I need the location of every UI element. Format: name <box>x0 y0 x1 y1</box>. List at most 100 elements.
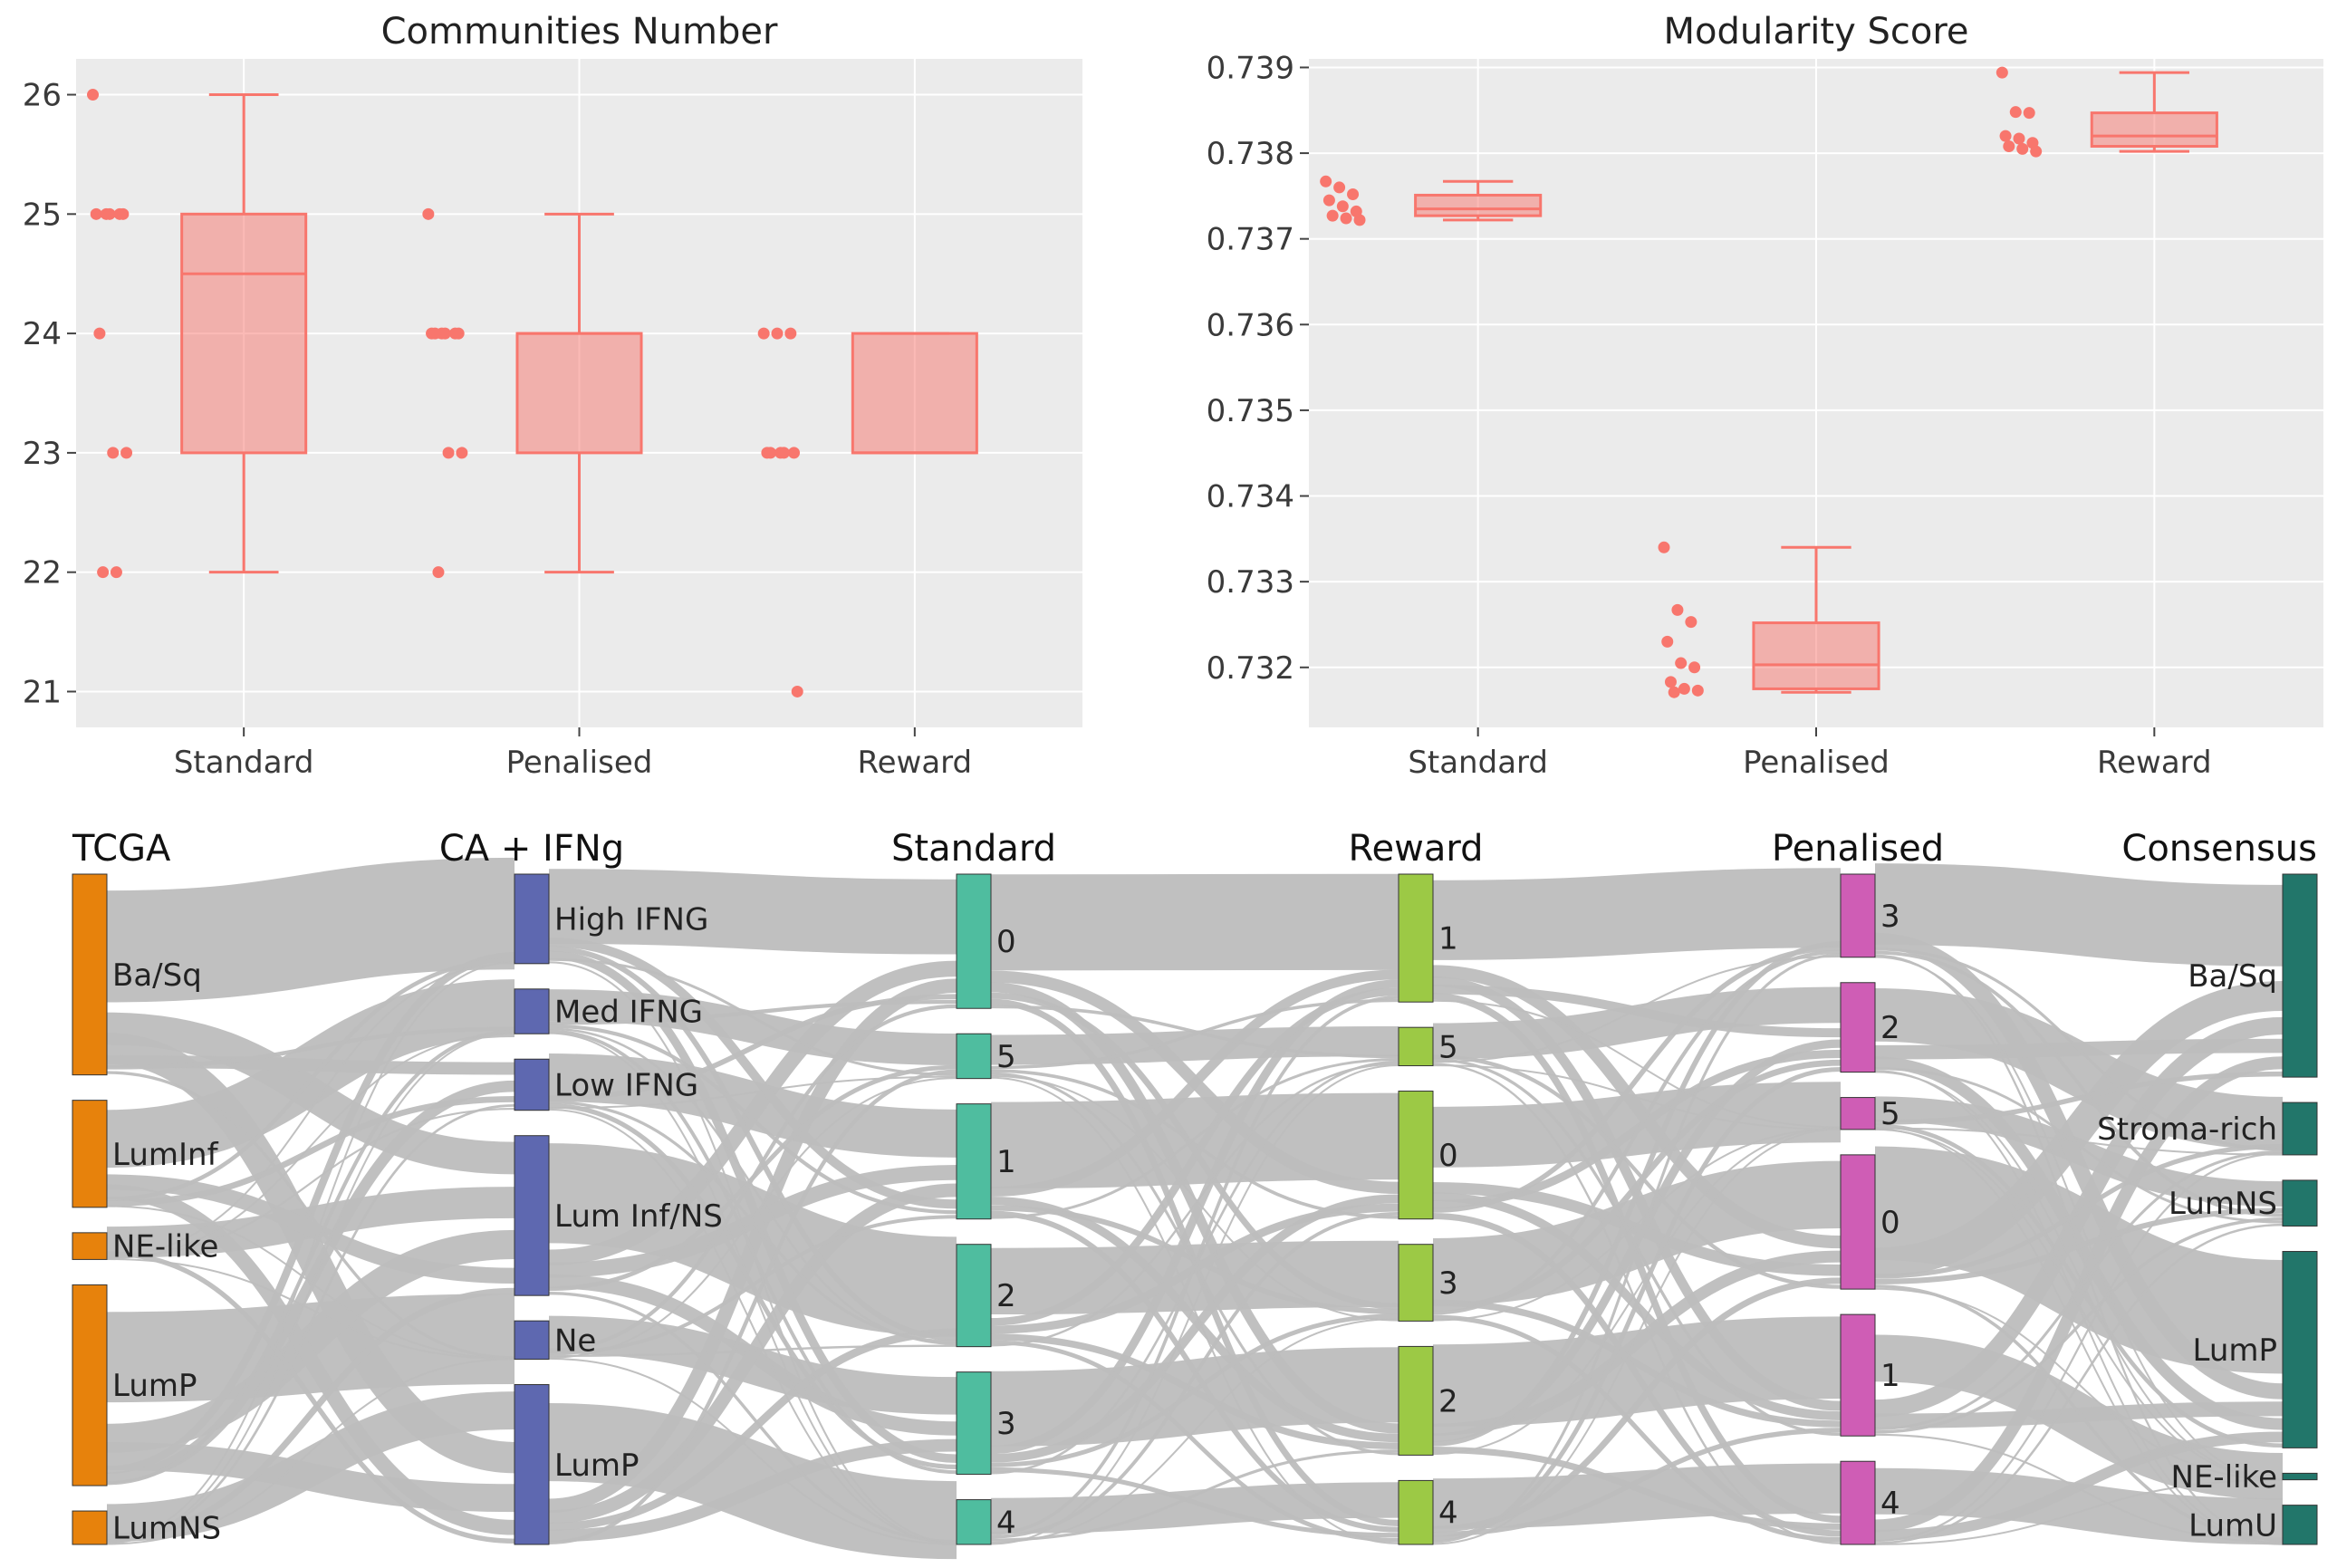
sankey-node <box>514 1058 550 1111</box>
sankey-link <box>990 1069 1399 1219</box>
sankey-link <box>106 1029 515 1486</box>
sankey-node-label: 5 <box>1880 1096 1900 1132</box>
sankey-link <box>1874 1152 2284 1543</box>
sankey-link <box>1432 955 1842 1063</box>
sankey-node <box>2282 873 2318 1078</box>
data-point <box>1347 188 1360 200</box>
data-point <box>1322 194 1335 207</box>
sankey-node <box>1840 1313 1876 1437</box>
sankey-node-label: 3 <box>996 1406 1016 1442</box>
sankey-node-label: Ne <box>554 1323 596 1359</box>
sankey-link <box>990 1240 1399 1315</box>
sankey-link <box>1432 986 1842 1060</box>
y-tick-label: 0.734 <box>1207 479 1294 515</box>
y-tick-label: 0.732 <box>1207 650 1294 687</box>
data-point <box>1664 676 1677 688</box>
sankey-node <box>2282 1505 2318 1545</box>
sankey-node <box>514 1320 550 1361</box>
sankey-node-label: LumInf <box>112 1137 219 1173</box>
sankey-link <box>106 1012 515 1175</box>
sankey-node-label: 1 <box>1438 921 1458 957</box>
data-point <box>2030 145 2043 158</box>
data-point <box>110 566 122 579</box>
sankey-node-label: LumU <box>2188 1507 2277 1544</box>
data-point <box>1999 130 2012 142</box>
sankey-link <box>1432 965 1842 1249</box>
sankey-link <box>548 1215 957 1355</box>
data-point <box>1661 635 1674 648</box>
data-point <box>1326 209 1339 222</box>
sankey-link <box>1874 1128 2284 1545</box>
data-point <box>438 327 451 340</box>
box1-title: Communities Number <box>381 11 778 53</box>
sankey-link <box>1432 1128 1842 1545</box>
sankey-link <box>1432 985 1842 1038</box>
y-tick-label: 0.739 <box>1207 50 1294 86</box>
sankey-link <box>990 969 1399 1198</box>
sankey-link <box>548 950 957 1463</box>
sankey-node <box>1840 1097 1876 1130</box>
sankey-link <box>990 1313 1399 1467</box>
sankey-link <box>1874 980 2284 1278</box>
sankey-node-label: Ba/Sq <box>112 957 202 994</box>
data-point <box>777 447 790 459</box>
data-point <box>422 207 435 220</box>
sankey-link <box>548 999 957 1025</box>
sankey-diagram: Ba/Sq LumInf NE-like LumP LumNS High IFNG Med … <box>72 828 2318 1560</box>
sankey-link <box>106 1358 515 1545</box>
sankey-node <box>1398 873 1434 1003</box>
data-point <box>103 207 116 220</box>
sankey-node-label: NE-like <box>2171 1459 2277 1496</box>
sankey-node-label: Stroma-rich <box>2097 1111 2277 1148</box>
sankey-link <box>548 1344 957 1357</box>
sankey-link <box>548 1108 957 1544</box>
data-point <box>452 327 465 340</box>
sankey-node-label: 3 <box>1880 899 1900 935</box>
sankey-link <box>990 998 1399 1070</box>
box-iqr <box>851 332 978 455</box>
sankey-link <box>990 1074 1399 1322</box>
sankey-link <box>990 873 1399 971</box>
sankey-link <box>1874 1433 2284 1544</box>
sankey-column-header: Reward <box>1349 828 1484 870</box>
x-tick-label: Standard <box>1408 745 1548 781</box>
sankey-link <box>990 1449 1399 1542</box>
sankey-link <box>1874 1431 2284 1541</box>
sankey-link <box>106 1054 515 1075</box>
communities-number-boxplot: Communities Number 21 22 23 24 25 26 Standard P… <box>23 11 1082 781</box>
sankey-node <box>1398 1026 1434 1067</box>
sankey-link <box>1432 949 1842 1315</box>
sankey-link <box>548 1183 957 1525</box>
sankey-link <box>106 1071 515 1360</box>
sankey-link <box>106 1251 515 1544</box>
sankey-column-header: CA + IFNg <box>439 828 624 870</box>
sankey-link <box>548 946 957 1342</box>
y-tick-label: 0.735 <box>1207 393 1294 429</box>
box-iqr <box>180 212 308 455</box>
data-point <box>1688 661 1701 674</box>
sankey-link <box>990 992 1399 1310</box>
y-tick-label: 22 <box>23 555 62 592</box>
sankey-link <box>1432 999 1842 1129</box>
sankey-link <box>106 1104 515 1544</box>
sankey-link <box>106 1184 515 1535</box>
data-point <box>2003 140 2015 153</box>
sankey-node-label: Low IFNG <box>554 1067 698 1103</box>
sankey-node-label: High IFNG <box>554 901 708 938</box>
sankey-link <box>1432 868 1842 960</box>
x-tick-label: Reward <box>2097 745 2212 781</box>
sankey-node-label: Med IFNG <box>554 995 703 1031</box>
data-point <box>87 89 100 101</box>
sankey-node-label: 2 <box>1438 1383 1458 1419</box>
sankey-node <box>1398 1479 1434 1545</box>
sankey-node <box>514 1135 550 1296</box>
data-point <box>456 447 468 459</box>
box2-title: Modularity Score <box>1663 11 1968 53</box>
data-point <box>1353 214 1366 226</box>
data-point <box>120 447 133 459</box>
sankey-link <box>990 1482 1399 1534</box>
y-tick-label: 25 <box>23 197 62 233</box>
sankey-link <box>990 1340 1399 1543</box>
sankey-link <box>1874 987 2284 1150</box>
